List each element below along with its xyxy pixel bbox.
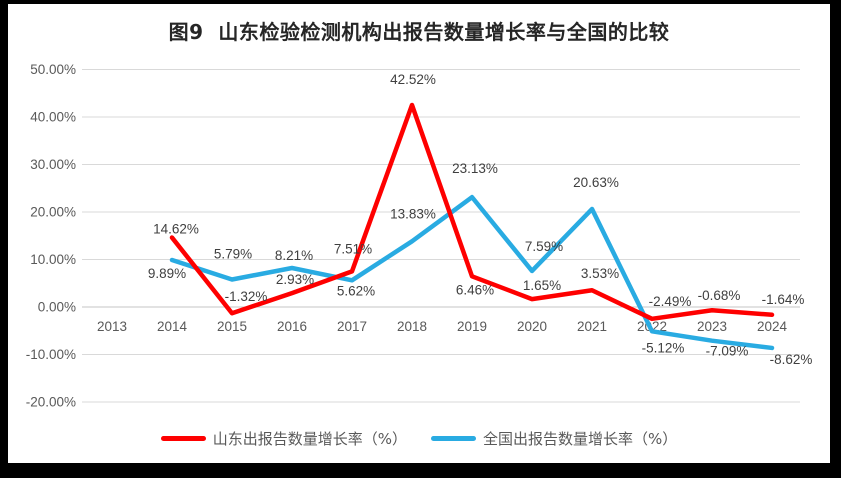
x-tick-label: 2024 [757, 319, 788, 334]
legend-swatch-shandong [160, 436, 206, 441]
data-label: -0.68% [698, 288, 741, 303]
legend-label-national: 全国出报告数量增长率（%） [483, 430, 678, 448]
y-tick-label: 40.00% [30, 110, 76, 125]
data-label: 9.89% [148, 266, 186, 281]
x-tick-label: 2015 [217, 319, 247, 334]
data-label: 20.63% [573, 175, 619, 190]
data-label: 8.21% [275, 248, 313, 263]
x-tick-label: 2013 [97, 319, 127, 334]
data-label: 23.13% [452, 161, 498, 176]
y-tick-label: 50.00% [30, 62, 76, 77]
y-tick-label: -20.00% [26, 395, 76, 410]
data-label: -7.09% [706, 344, 749, 359]
data-label: -1.32% [225, 289, 268, 304]
legend-swatch-national [431, 436, 476, 441]
x-tick-label: 2014 [157, 319, 188, 334]
x-tick-label: 2021 [577, 319, 607, 334]
x-tick-label: 2018 [397, 319, 427, 334]
data-label: 7.51% [334, 241, 372, 256]
data-label: 6.46% [456, 282, 494, 297]
chart-title: 图9 山东检验检测机构出报告数量增长率与全国的比较 [168, 20, 670, 44]
y-tick-label: 10.00% [30, 252, 76, 267]
data-label: 2.93% [276, 272, 314, 287]
data-label: 5.62% [337, 283, 375, 298]
x-tick-label: 2019 [457, 319, 487, 334]
y-tick-label: 0.00% [38, 300, 76, 315]
x-tick-label: 2016 [277, 319, 307, 334]
x-tick-label: 2023 [697, 319, 727, 334]
x-tick-label: 2017 [337, 319, 367, 334]
data-label: 1.65% [523, 278, 561, 293]
data-label: -1.64% [762, 292, 805, 307]
legend-item-shandong: 山东出报告数量增长率（%） [160, 428, 407, 449]
data-label: 13.83% [390, 206, 436, 221]
legend-item-national: 全国出报告数量增长率（%） [431, 428, 677, 449]
data-label: 5.79% [214, 246, 252, 261]
data-label: 14.62% [153, 222, 199, 237]
y-tick-label: 20.00% [30, 205, 76, 220]
data-label: -5.12% [642, 340, 685, 355]
y-tick-label: 30.00% [30, 157, 76, 172]
data-label: 7.59% [525, 239, 563, 254]
series-line-0 [169, 102, 775, 322]
data-label: 3.53% [581, 266, 619, 281]
series-line-1 [169, 194, 775, 351]
data-label: -8.62% [770, 352, 813, 367]
data-label: -2.49% [649, 294, 692, 309]
chart-canvas: 图9 山东检验检测机构出报告数量增长率与全国的比较 50.00% 40.00% 30… [8, 4, 830, 463]
y-tick-label: -10.00% [26, 347, 76, 362]
data-label: 42.52% [390, 72, 436, 87]
legend-label-shandong: 山东出报告数量增长率（%） [212, 430, 407, 448]
x-tick-label: 2020 [517, 319, 547, 334]
legend: 山东出报告数量增长率（%） 全国出报告数量增长率（%） [8, 428, 830, 449]
